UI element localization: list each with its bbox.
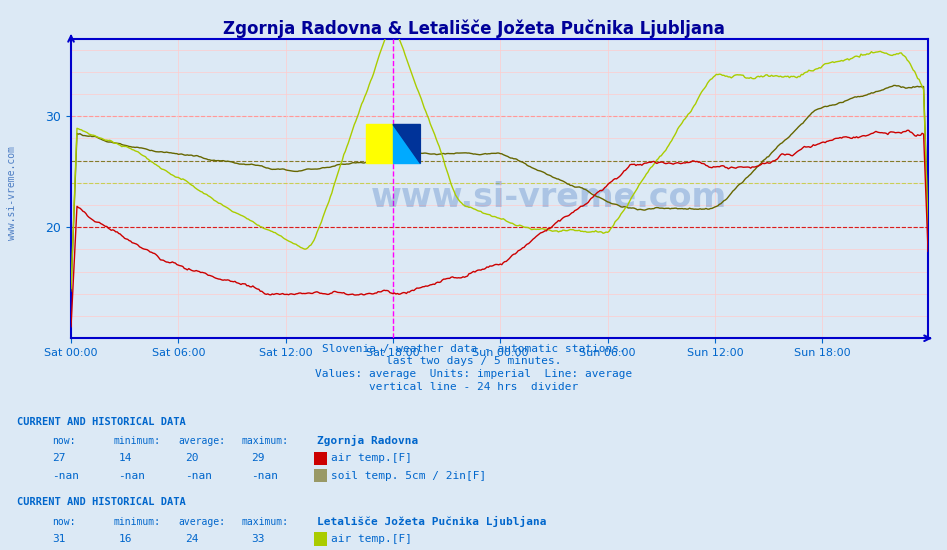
Text: -nan: -nan <box>118 471 146 481</box>
Text: last two days / 5 minutes.: last two days / 5 minutes. <box>385 356 562 366</box>
Text: 16: 16 <box>118 534 132 544</box>
Text: average:: average: <box>178 516 225 527</box>
Text: 20: 20 <box>185 453 198 464</box>
Text: 14: 14 <box>118 453 132 464</box>
Text: 29: 29 <box>251 453 264 464</box>
Text: www.si-vreme.com: www.si-vreme.com <box>8 146 17 239</box>
Bar <box>366 124 393 163</box>
Text: -nan: -nan <box>185 471 212 481</box>
Text: Zgornja Radovna & Letališče Jožeta Pučnika Ljubljana: Zgornja Radovna & Letališče Jožeta Pučni… <box>223 19 724 38</box>
Polygon shape <box>393 124 420 163</box>
Text: www.si-vreme.com: www.si-vreme.com <box>371 181 727 214</box>
Text: maximum:: maximum: <box>241 436 289 446</box>
Text: Values: average  Units: imperial  Line: average: Values: average Units: imperial Line: av… <box>314 369 633 379</box>
Text: average:: average: <box>178 436 225 446</box>
Text: maximum:: maximum: <box>241 516 289 527</box>
Text: -nan: -nan <box>52 471 80 481</box>
Text: air temp.[F]: air temp.[F] <box>331 453 413 464</box>
Text: 24: 24 <box>185 534 198 544</box>
Text: now:: now: <box>52 516 76 527</box>
Text: now:: now: <box>52 436 76 446</box>
Polygon shape <box>393 124 420 163</box>
Text: 33: 33 <box>251 534 264 544</box>
Text: minimum:: minimum: <box>114 436 161 446</box>
Text: air temp.[F]: air temp.[F] <box>331 534 413 544</box>
Text: vertical line - 24 hrs  divider: vertical line - 24 hrs divider <box>369 382 578 392</box>
Text: CURRENT AND HISTORICAL DATA: CURRENT AND HISTORICAL DATA <box>17 416 186 427</box>
Text: minimum:: minimum: <box>114 516 161 527</box>
Text: 31: 31 <box>52 534 65 544</box>
Text: Zgornja Radovna: Zgornja Radovna <box>317 435 419 446</box>
Text: 27: 27 <box>52 453 65 464</box>
Text: CURRENT AND HISTORICAL DATA: CURRENT AND HISTORICAL DATA <box>17 497 186 508</box>
Text: soil temp. 5cm / 2in[F]: soil temp. 5cm / 2in[F] <box>331 471 487 481</box>
Text: -nan: -nan <box>251 471 278 481</box>
Text: Letališče Jožeta Pučnika Ljubljana: Letališče Jožeta Pučnika Ljubljana <box>317 516 546 527</box>
Text: Slovenia / weather data - automatic stations.: Slovenia / weather data - automatic stat… <box>322 344 625 354</box>
